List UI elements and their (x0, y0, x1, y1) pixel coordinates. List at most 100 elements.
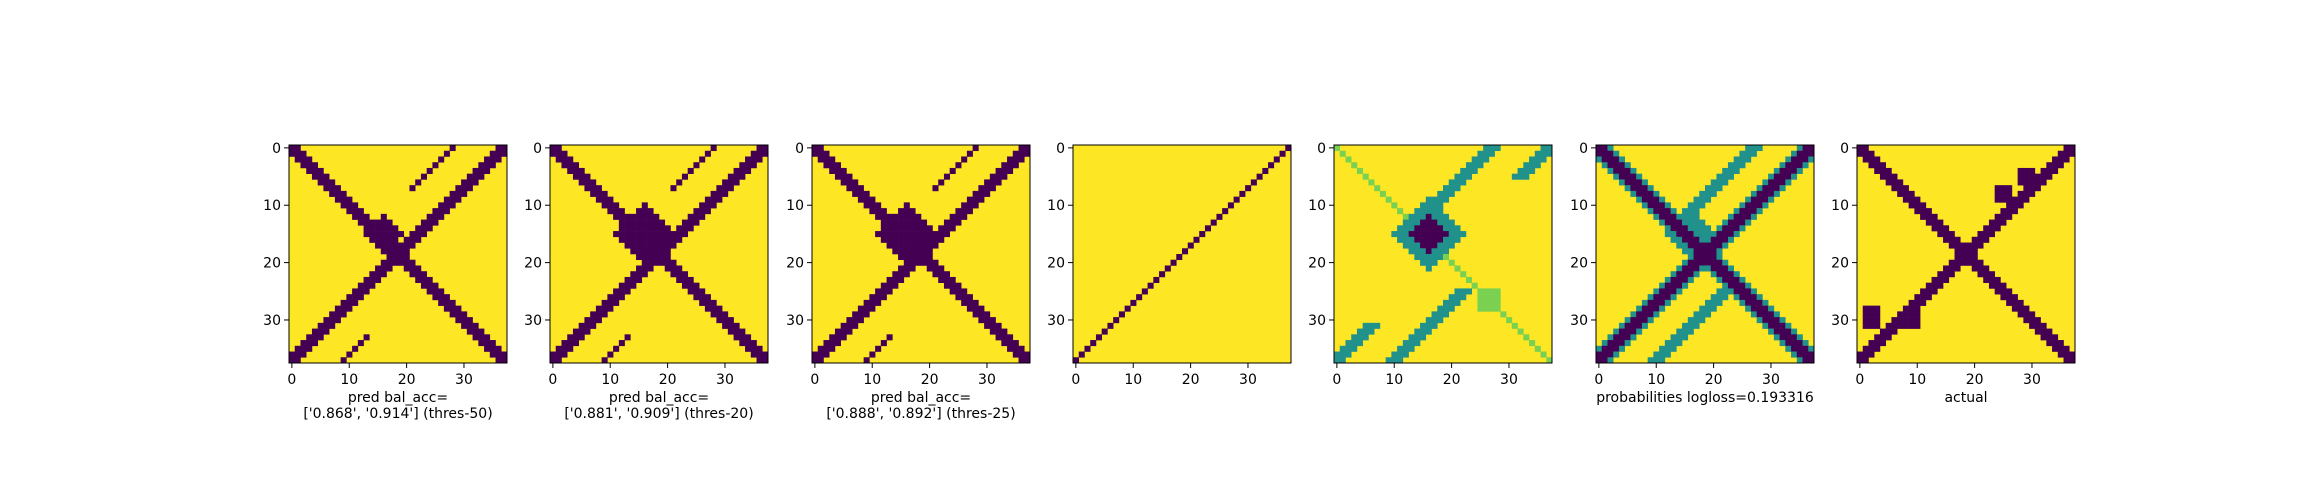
heatmap-cell (1687, 322, 1694, 329)
heatmap-cell (938, 225, 945, 232)
heatmap-cell (653, 225, 660, 232)
heatmap-cell (727, 322, 734, 329)
heatmap-cell (1791, 328, 1798, 335)
heatmap-cell (823, 351, 830, 358)
heatmap-cell (1733, 271, 1740, 278)
heatmap-cell (1966, 254, 1973, 261)
heatmap-cell (693, 294, 700, 301)
heatmap-cell (1107, 322, 1114, 329)
heatmap-cell (584, 328, 591, 335)
heatmap-cell (1153, 276, 1160, 283)
heatmap-cell (1954, 254, 1961, 261)
heatmap-cell (1710, 231, 1717, 238)
heatmap-cell (420, 225, 427, 232)
heatmap-cell (415, 265, 422, 272)
heatmap-cell (1902, 196, 1909, 203)
heatmap-cell (1285, 145, 1292, 152)
heatmap-cell (659, 225, 666, 232)
heatmap-cell (823, 156, 830, 163)
heatmap-cell (1647, 202, 1654, 209)
heatmap-cell (1687, 317, 1694, 324)
heatmap-cell (903, 248, 910, 255)
heatmap-cell (699, 156, 706, 163)
heatmap-cell (1624, 322, 1631, 329)
heatmap-cell (636, 219, 643, 226)
heatmap-cell (984, 322, 991, 329)
heatmap-cell (921, 254, 928, 261)
heatmap-cell (289, 145, 296, 152)
heatmap-cell (1682, 242, 1689, 249)
heatmap-cell (1596, 145, 1603, 152)
heatmap-cell (311, 340, 318, 347)
heatmap-cell (1687, 248, 1694, 255)
heatmap-cell (1517, 167, 1524, 174)
heatmap-cell (432, 162, 439, 169)
heatmap-cell (340, 357, 347, 364)
heatmap-cell (323, 185, 330, 192)
heatmap-cell (1739, 288, 1746, 295)
heatmap-cell (1779, 328, 1786, 335)
heatmap-cell (1351, 334, 1358, 341)
heatmap-cell (1618, 345, 1625, 352)
heatmap-cell (1653, 202, 1660, 209)
heatmap-cell (1908, 190, 1915, 197)
heatmap-cell (438, 288, 445, 295)
heatmap-cell (329, 190, 336, 197)
heatmap-cell (1659, 219, 1666, 226)
heatmap-cell (1954, 265, 1961, 272)
x-tick-label: 10 (1124, 372, 1142, 388)
axes-frame (288, 144, 508, 364)
heatmap-cell (2052, 162, 2059, 169)
heatmap-cell (915, 236, 922, 243)
heatmap-cell (909, 213, 916, 220)
heatmap-cell (704, 299, 711, 306)
heatmap-cell (1750, 305, 1757, 312)
heatmap-cell (1943, 265, 1950, 272)
heatmap-cell (1425, 317, 1432, 324)
y-tick-label: 10 (786, 198, 804, 214)
heatmap-cell (461, 179, 468, 186)
heatmap-cell (681, 276, 688, 283)
heatmap-cell (613, 231, 620, 238)
heatmap-cell (392, 236, 399, 243)
heatmap-cell (699, 208, 706, 215)
heatmap-cell (750, 351, 757, 358)
heatmap-cell (1101, 328, 1108, 335)
heatmap-cell (664, 254, 671, 261)
heatmap-cell (1897, 190, 1904, 197)
heatmap-cell (915, 254, 922, 261)
heatmap-cell (704, 202, 711, 209)
heatmap-cell (1687, 202, 1694, 209)
heatmap-cell (1488, 305, 1495, 312)
heatmap-cell (1733, 167, 1740, 174)
heatmap-cell (1664, 288, 1671, 295)
heatmap-cell (409, 265, 416, 272)
heatmap-cell (1971, 265, 1978, 272)
heatmap-cell (1994, 225, 2001, 232)
heatmap-cell (659, 254, 666, 261)
heatmap-cell (1716, 231, 1723, 238)
heatmap-cell (938, 265, 945, 272)
heatmap-cell (892, 276, 899, 283)
heatmap-cell (300, 340, 307, 347)
heatmap-cell (1613, 156, 1620, 163)
heatmap-cell (1431, 254, 1438, 261)
heatmap-cell (1791, 167, 1798, 174)
heatmap-cell (323, 328, 330, 335)
heatmap-cell (1773, 328, 1780, 335)
heatmap-cell (1773, 173, 1780, 180)
heatmap-cell (1670, 225, 1677, 232)
heatmap-cell (1908, 202, 1915, 209)
heatmap-cell (478, 162, 485, 169)
heatmap-cell (1791, 345, 1798, 352)
heatmap-cell (1460, 294, 1467, 301)
heatmap-cell (363, 334, 370, 341)
heatmap-cell (875, 294, 882, 301)
heatmap-cell (1460, 173, 1467, 180)
x-tick-label: 10 (863, 372, 881, 388)
heatmap-cell (461, 190, 468, 197)
heatmap-cell (1664, 299, 1671, 306)
heatmap-cell (863, 299, 870, 306)
heatmap-cell (892, 231, 899, 238)
heatmap-cell (1705, 190, 1712, 197)
